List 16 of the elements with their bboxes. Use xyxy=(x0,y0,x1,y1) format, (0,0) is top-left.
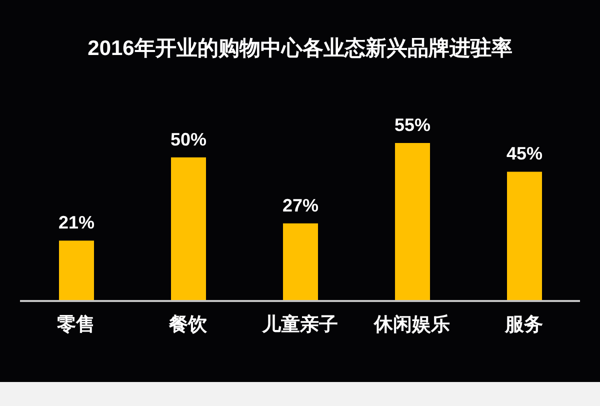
bar xyxy=(395,143,430,301)
x-tick-label: 零售 xyxy=(57,314,95,336)
bar xyxy=(59,240,94,301)
data-label: 55% xyxy=(394,115,431,135)
bar xyxy=(507,172,542,301)
x-tick-label: 休闲娱乐 xyxy=(373,313,450,336)
data-label: 50% xyxy=(170,129,207,150)
bar xyxy=(283,223,318,301)
bar xyxy=(171,157,206,301)
data-label: 45% xyxy=(506,144,543,164)
chart-title: 2016年开业的购物中心各业态新兴品牌进驻率 xyxy=(86,36,514,62)
x-tick-label: 餐饮 xyxy=(168,314,208,336)
x-tick-label: 儿童亲子 xyxy=(261,313,338,336)
data-label: 21% xyxy=(58,212,95,233)
data-label: 27% xyxy=(282,195,319,216)
x-tick-label: 服务 xyxy=(504,314,543,336)
